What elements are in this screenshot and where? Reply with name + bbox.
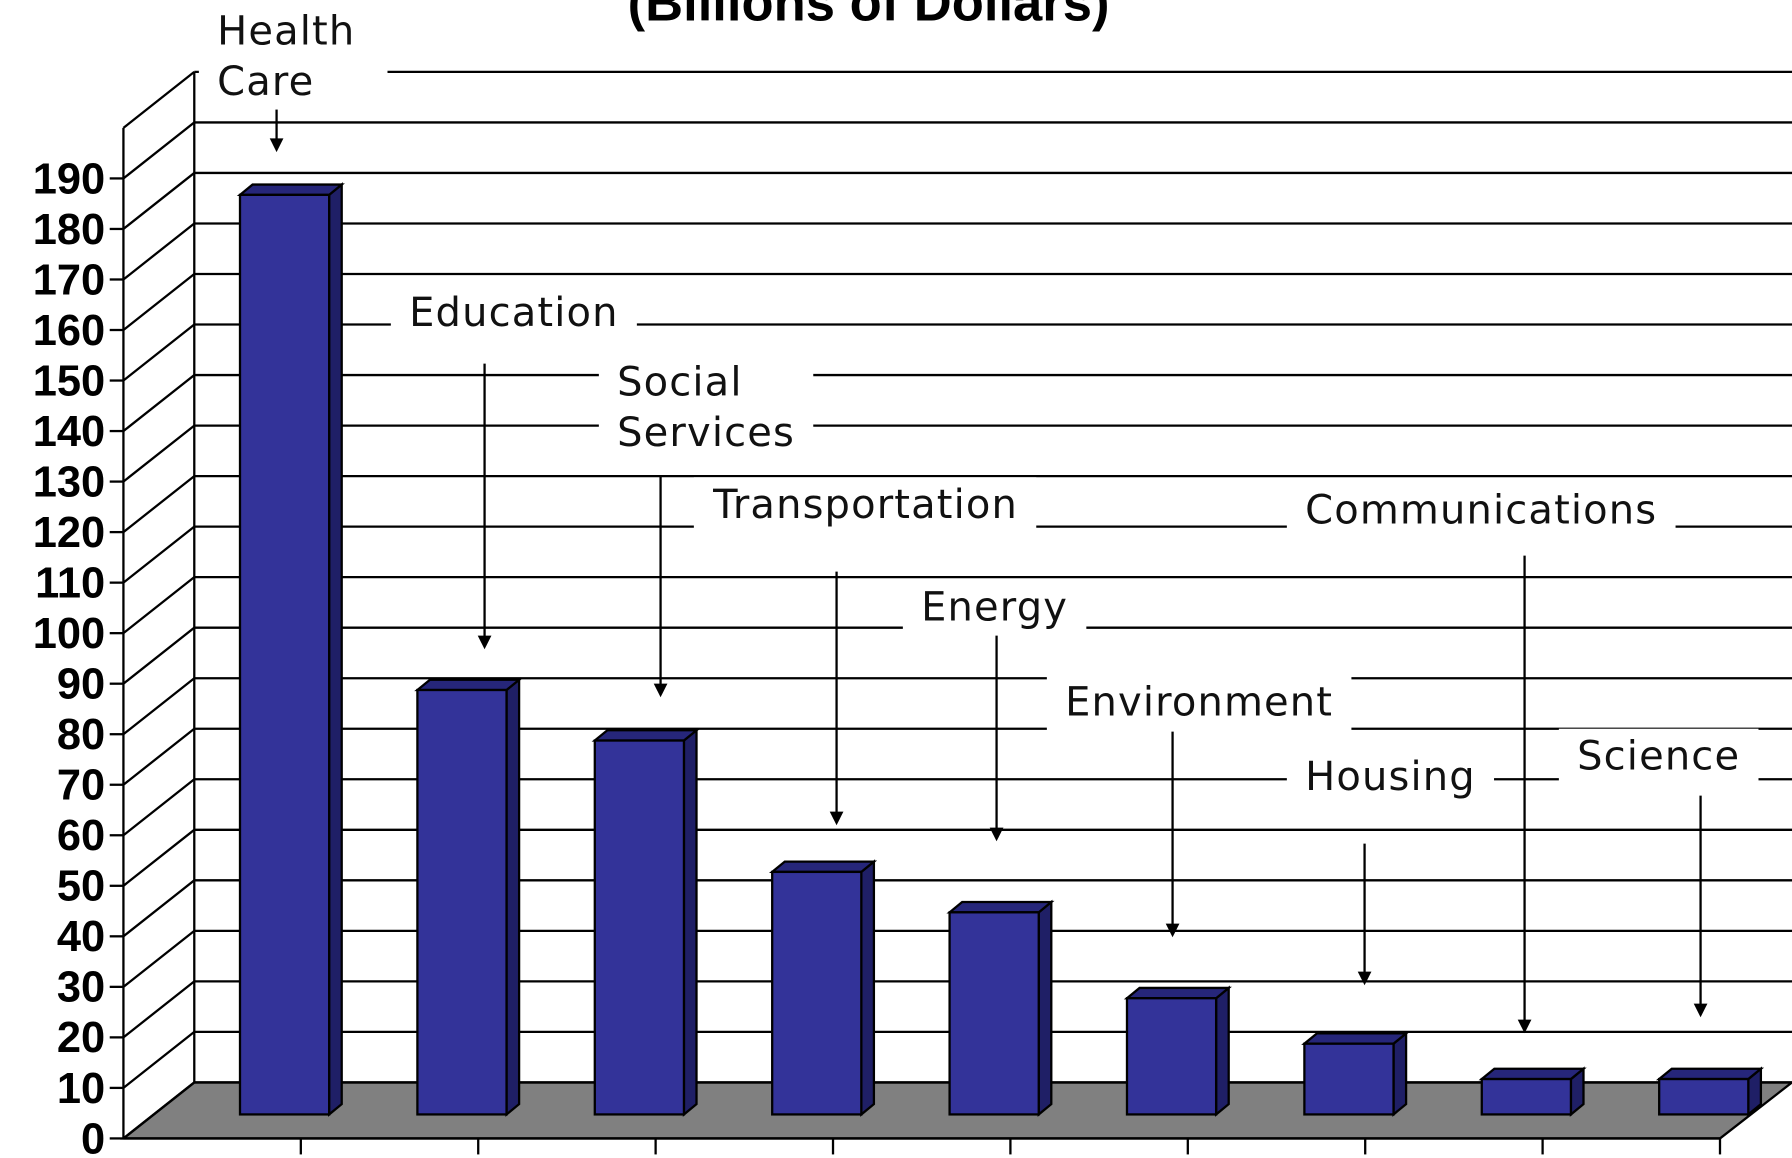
bar: [238, 193, 331, 1116]
bar: [771, 870, 863, 1116]
y-tick-label: 30: [57, 964, 105, 1012]
arrow-head: [1693, 1003, 1708, 1018]
y-tick-label: 120: [33, 509, 105, 557]
bar-side: [1214, 985, 1230, 1117]
grid-line: [122, 121, 1792, 180]
y-tick-label: 80: [57, 711, 105, 759]
arrow-head: [269, 138, 284, 153]
grid-line: [122, 272, 1792, 331]
y-tick-label: 70: [57, 762, 105, 810]
grid-line: [122, 424, 1792, 483]
arrow-head: [1165, 923, 1180, 938]
category-label: Education: [409, 290, 618, 336]
y-tick-label: 20: [57, 1014, 105, 1062]
y-tick-label: 100: [33, 610, 105, 658]
y-tick-label: 110: [35, 559, 105, 607]
label-bg: [1558, 728, 1759, 784]
arrow-head: [653, 683, 668, 698]
bar-side: [1392, 1030, 1408, 1117]
arrow-head: [1357, 971, 1372, 986]
label-bg: [693, 477, 1037, 533]
grid-line: [122, 1081, 1792, 1140]
bar: [1658, 1077, 1750, 1116]
arrow-head: [1517, 1019, 1532, 1034]
label-bg: [1046, 675, 1352, 731]
bar: [1303, 1042, 1395, 1116]
y-tick-label: 10: [57, 1065, 105, 1113]
grid-line: [122, 828, 1792, 887]
category-label: Environment: [1065, 680, 1333, 726]
grid-line: [122, 171, 1792, 230]
arrow-head: [989, 827, 1004, 842]
arrow-head: [477, 635, 492, 650]
category-label: Energy: [921, 585, 1068, 631]
y-tick-label: 130: [33, 458, 105, 506]
grid-line: [122, 778, 1792, 837]
y-tick-label: 60: [57, 812, 105, 860]
bar-side: [860, 859, 876, 1117]
grid-line: [122, 980, 1792, 1039]
bar-top: [1655, 1067, 1765, 1081]
y-tick-label: 0: [81, 1115, 105, 1158]
y-tick-label: 140: [33, 408, 105, 456]
arrow-head: [829, 811, 844, 826]
y-tick-label: 170: [33, 256, 105, 304]
category-label: Social Services: [617, 360, 795, 456]
label-bg: [198, 4, 388, 110]
bar-top: [236, 183, 345, 196]
category-label: Communications: [1305, 488, 1657, 534]
y-tick-label: 180: [33, 206, 105, 254]
label-bg: [1286, 749, 1495, 805]
bar-top: [1478, 1067, 1587, 1081]
grid-line: [122, 879, 1792, 938]
bar-top: [1123, 986, 1232, 1000]
bar-side: [328, 182, 343, 1117]
grid-line: [122, 323, 1792, 382]
bar-side: [505, 677, 521, 1117]
grid-line: [122, 929, 1792, 988]
bar-top: [1301, 1032, 1410, 1045]
bar-top: [591, 729, 700, 742]
y-tick-label: 40: [57, 913, 105, 961]
grid-line: [122, 474, 1792, 534]
y-tick-label: 150: [33, 357, 105, 405]
category-label: Health Care: [217, 9, 369, 105]
y-tick-label: 190: [33, 155, 105, 203]
bar-top: [946, 900, 1055, 914]
bar: [416, 688, 508, 1116]
bar: [593, 739, 686, 1116]
chart-title: (Billions of Dollars): [628, 0, 1110, 33]
label-bg: [390, 285, 637, 341]
grid-line: [122, 727, 1792, 786]
bar: [948, 911, 1040, 1116]
bar-side: [682, 727, 698, 1117]
label-bg: [598, 355, 814, 461]
grid-line: [122, 1030, 1792, 1089]
bar: [1125, 997, 1218, 1116]
grid-line: [122, 373, 1792, 432]
category-label: Housing: [1305, 754, 1476, 800]
grid-line: [122, 677, 1792, 736]
bar-top: [414, 678, 523, 692]
category-label: Transportation: [712, 482, 1018, 528]
wall-edge: [122, 71, 195, 129]
label-bg: [1286, 483, 1676, 539]
grid-line: [122, 525, 1792, 584]
grid-line: [122, 576, 1792, 635]
y-tick-label: 90: [57, 661, 105, 709]
grid-line: [122, 626, 1792, 685]
bar-top: [768, 860, 878, 874]
label-bg: [902, 580, 1087, 636]
y-tick-label: 50: [57, 863, 105, 911]
bar: [1480, 1077, 1573, 1116]
grid-line: [122, 222, 1792, 281]
bar-side: [1037, 899, 1053, 1117]
y-tick-label: 160: [33, 307, 105, 355]
category-label: Science: [1577, 733, 1740, 779]
